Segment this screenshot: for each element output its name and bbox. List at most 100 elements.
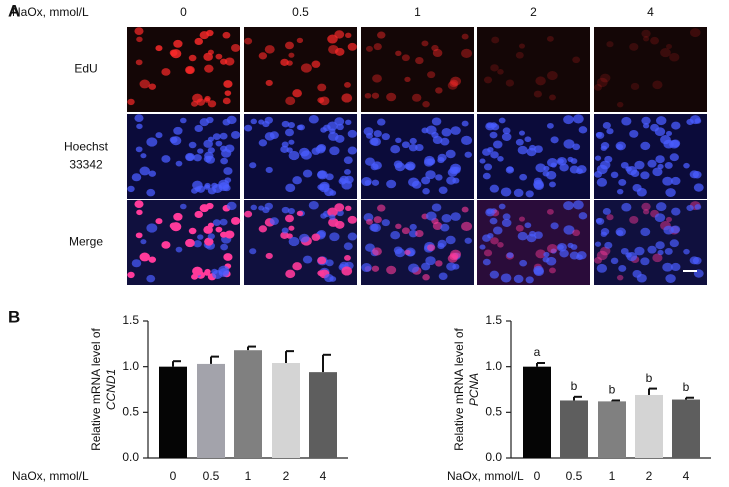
nucleus — [365, 132, 373, 139]
nucleus — [440, 223, 450, 232]
nucleus — [663, 225, 674, 235]
nucleus — [215, 226, 223, 233]
nucleus — [576, 165, 587, 174]
nucleus — [328, 131, 339, 141]
x-tick-label: 0.5 — [566, 469, 583, 483]
nucleus — [655, 116, 667, 126]
nucleus — [652, 80, 663, 90]
nucleus — [519, 259, 528, 267]
nucleus — [219, 218, 228, 226]
nucleus — [372, 247, 382, 256]
nucleus — [327, 34, 338, 44]
nucleus — [377, 204, 386, 212]
nucleus — [136, 209, 143, 216]
y-axis-label: Relative mRNA level ofPCNA — [452, 327, 481, 450]
nucleus — [535, 76, 546, 86]
nucleus — [440, 137, 450, 146]
nucleus — [634, 160, 645, 170]
nucleus — [148, 83, 157, 90]
nucleus — [302, 255, 313, 264]
nucleus — [127, 98, 135, 106]
nucleus — [365, 243, 375, 252]
bar — [635, 394, 663, 458]
nucleus — [602, 207, 611, 215]
nucleus — [489, 131, 498, 139]
panel-label: A — [8, 1, 20, 20]
nucleus — [269, 131, 279, 140]
nucleus — [596, 250, 608, 261]
nucleus — [489, 217, 498, 225]
nucleus — [197, 234, 204, 240]
nucleus — [630, 82, 640, 91]
y-label-text: Relative mRNA level of — [452, 327, 466, 450]
nucleus — [616, 274, 624, 281]
nucleus — [632, 269, 642, 278]
nucleus — [435, 260, 443, 267]
nucleus — [347, 146, 358, 155]
nucleus — [173, 39, 183, 48]
nucleus — [395, 137, 402, 144]
nucleus — [640, 171, 650, 180]
nucleus — [258, 119, 265, 125]
nucleus — [431, 203, 442, 212]
nucleus — [550, 136, 559, 144]
nucleus — [249, 162, 257, 169]
nucleus — [596, 177, 608, 187]
nucleus — [281, 141, 289, 148]
nucleus — [401, 141, 410, 149]
nucleus — [280, 231, 289, 239]
nucleus — [629, 129, 639, 138]
nucleus — [427, 71, 436, 79]
nucleus — [490, 151, 499, 159]
nucleus — [435, 87, 443, 94]
nucleus — [148, 256, 157, 263]
nucleus — [563, 139, 575, 149]
nucleus — [188, 141, 197, 149]
nucleus — [427, 244, 436, 252]
nucleus — [447, 168, 458, 177]
nucleus — [222, 31, 231, 39]
nucleus — [341, 266, 353, 276]
nucleus — [287, 207, 295, 215]
nucleus — [550, 222, 559, 230]
nucleus — [694, 118, 702, 124]
nucleus — [146, 188, 156, 197]
nucleus — [191, 100, 199, 107]
nucleus — [654, 213, 666, 223]
nucleus — [563, 201, 574, 211]
x-tick-label: 1 — [245, 469, 252, 483]
nucleus — [535, 163, 546, 173]
micrograph — [361, 27, 474, 112]
nucleus — [489, 184, 500, 193]
nucleus — [206, 29, 214, 37]
nucleus — [486, 209, 493, 215]
nucleus — [600, 160, 611, 170]
nucleus — [490, 64, 499, 72]
nucleus — [594, 155, 602, 161]
nucleus — [483, 163, 493, 171]
nucleus — [596, 263, 608, 273]
nucleus — [447, 254, 458, 263]
nucleus — [431, 117, 442, 126]
y-axis-label: Relative mRNA level ofCCND1 — [89, 327, 118, 450]
nucleus — [288, 150, 300, 161]
nucleus — [686, 204, 694, 212]
nucleus — [689, 256, 699, 265]
nucleus — [329, 232, 340, 242]
nucleus — [223, 80, 233, 88]
nucleus — [394, 248, 406, 258]
nucleus — [647, 159, 657, 168]
nucleus — [490, 237, 499, 245]
nucleus — [192, 93, 203, 103]
nucleus — [525, 276, 534, 284]
nucleus — [664, 161, 673, 169]
nucleus — [546, 122, 554, 129]
nucleus — [264, 45, 275, 54]
nucleus — [311, 147, 321, 155]
nucleus — [345, 205, 352, 212]
nucleus — [572, 143, 581, 151]
nucleus — [404, 76, 411, 83]
nucleus — [547, 244, 558, 254]
nucleus — [390, 231, 401, 240]
nucleus — [223, 253, 233, 261]
